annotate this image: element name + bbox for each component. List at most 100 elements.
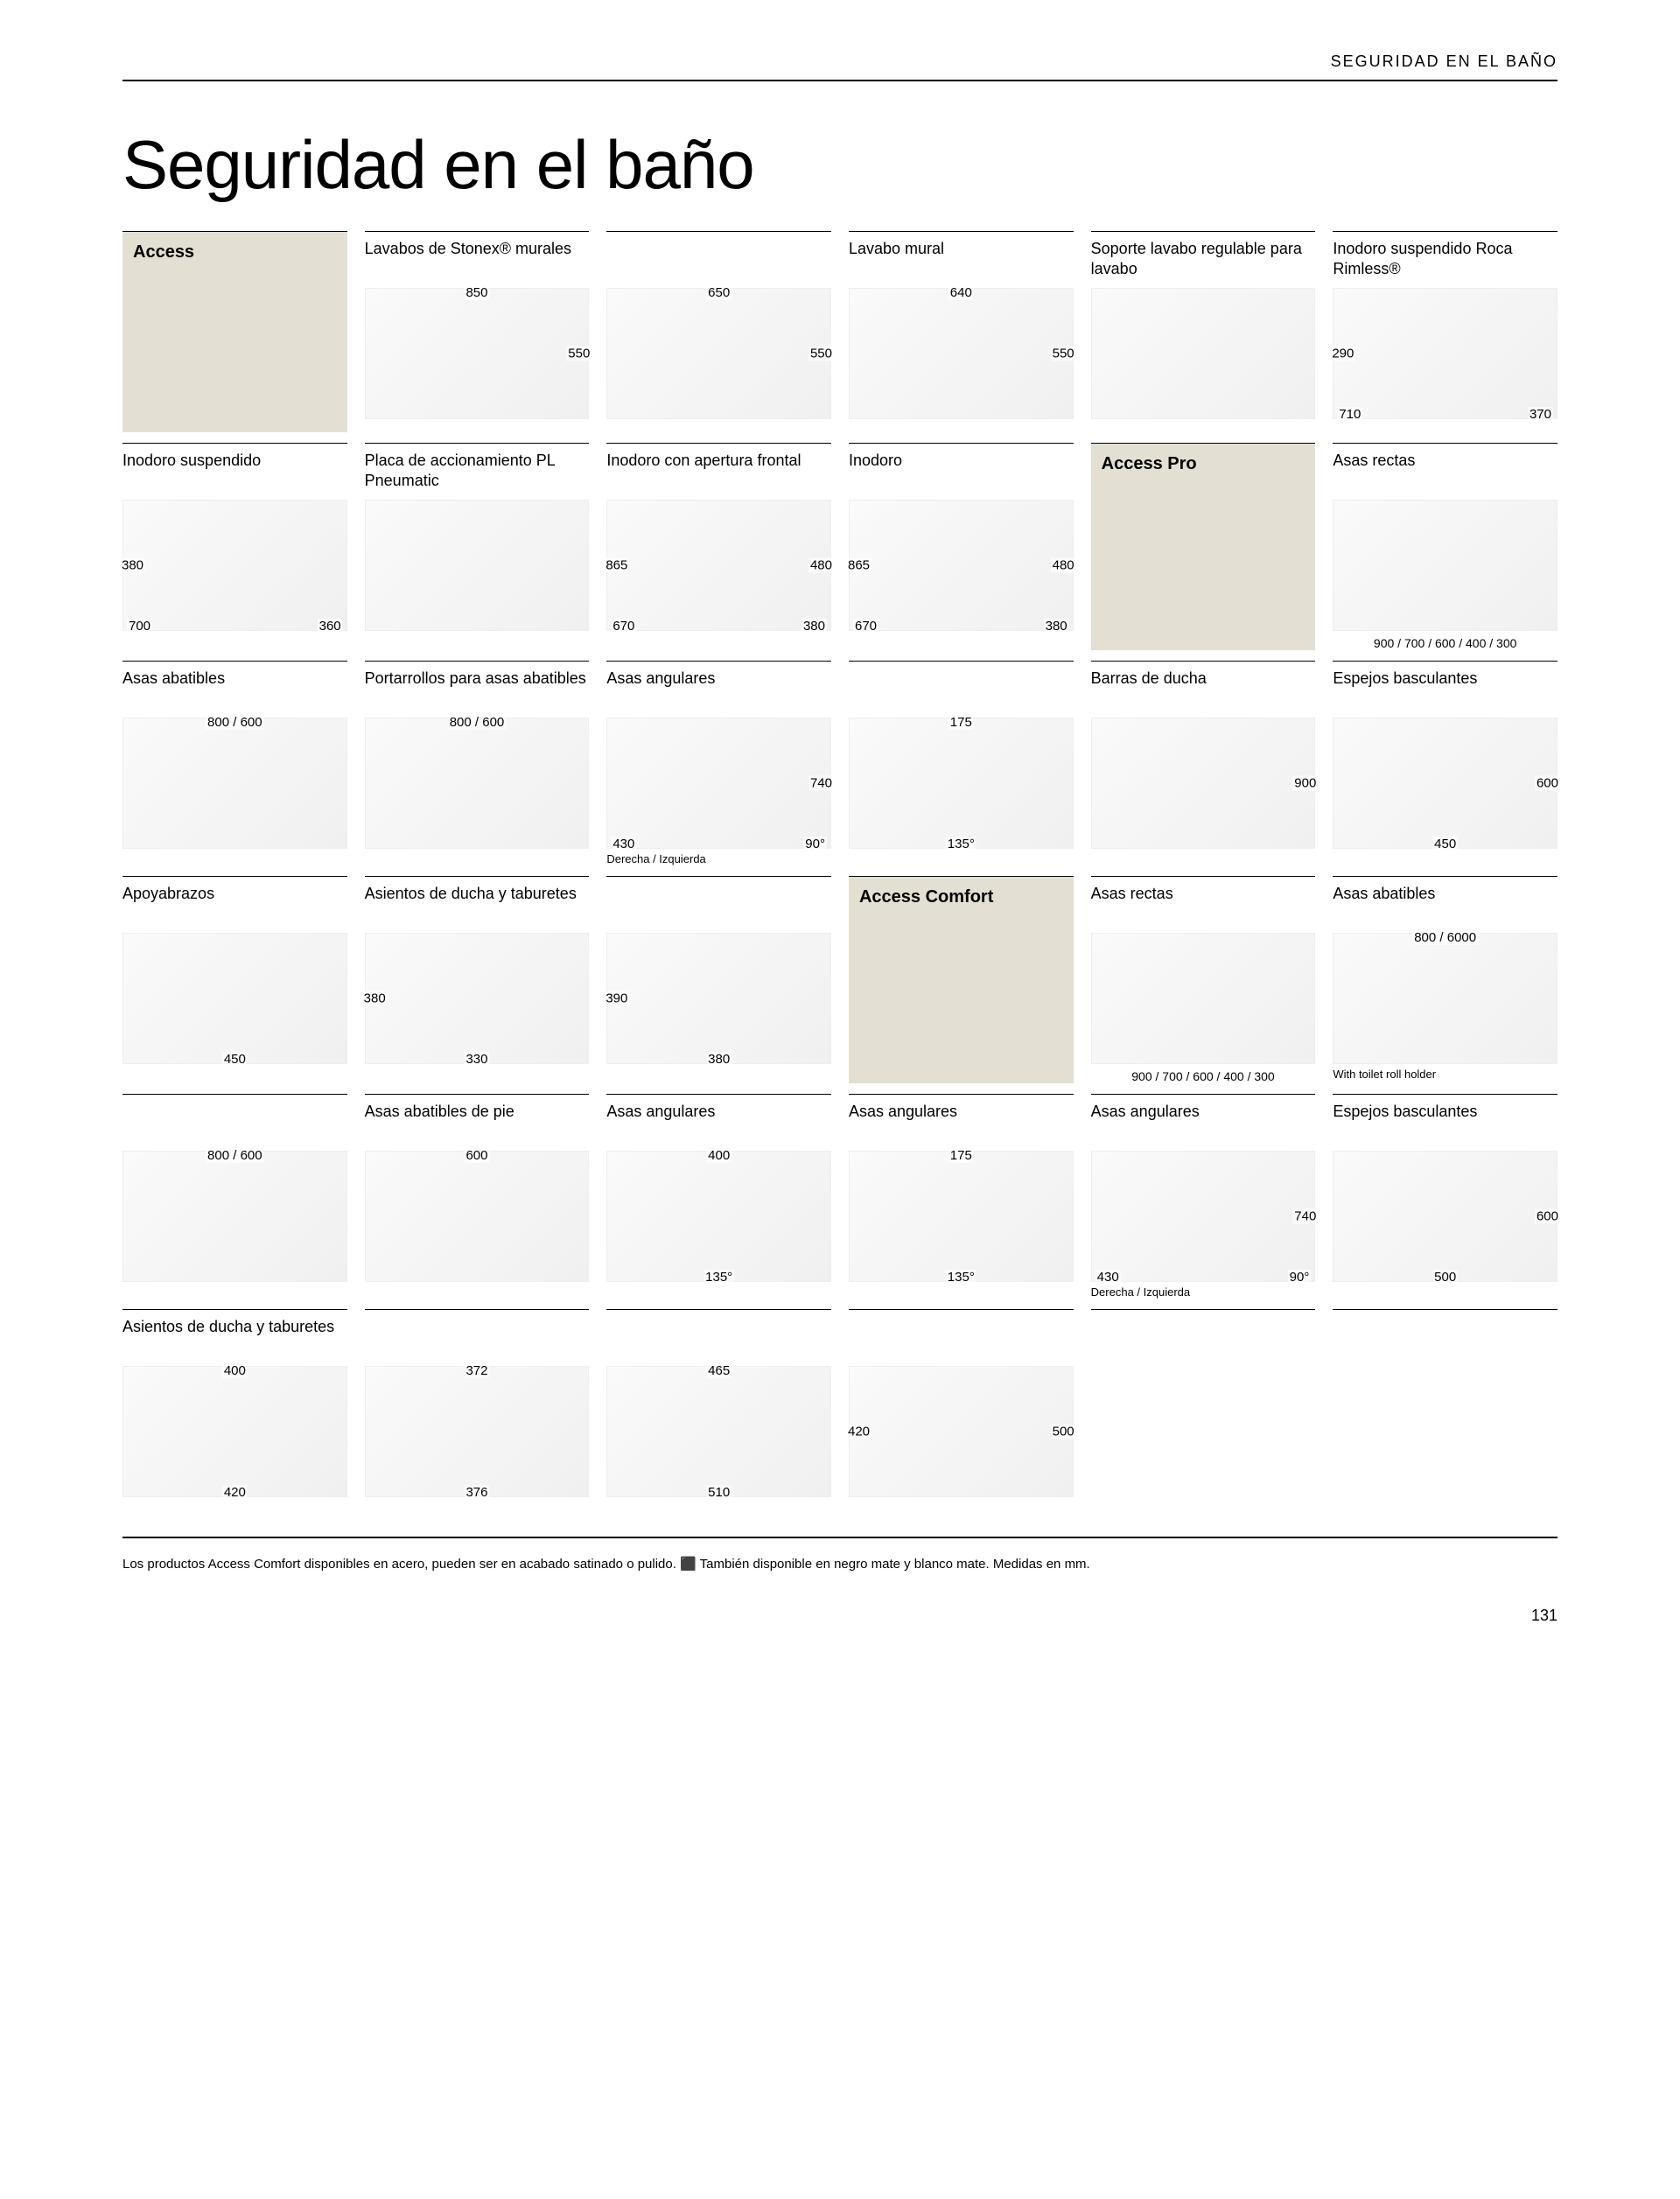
product-cell: 800 / 600 (122, 1094, 347, 1299)
product-cell: Soporte lavabo regulable para lavabo (1091, 231, 1316, 432)
product-image-placeholder: 290 370 710 (1333, 288, 1558, 419)
dimension-label: 370 (1528, 407, 1553, 422)
dimension-label: 800 / 600 (448, 715, 507, 730)
product-image-placeholder: 74090°430 (606, 718, 831, 849)
product-title: Asas angulares (849, 1102, 1074, 1144)
dimension-label: 600 (464, 1148, 489, 1163)
dimension-label: 135° (946, 1270, 976, 1285)
dimension-label: 372 (464, 1363, 489, 1378)
product-image-placeholder: 480865380670 (849, 500, 1074, 631)
dimension-label: 380 (706, 1052, 732, 1067)
product-cell: Portarrollos para asas abatibles800 / 60… (365, 661, 590, 865)
dimension-label: 465 (706, 1363, 732, 1378)
product-title: Asientos de ducha y taburetes (122, 1317, 347, 1359)
dimension-label: 450 (1432, 837, 1458, 851)
product-image-placeholder: 390380 (606, 933, 831, 1064)
dimension-label: 135° (946, 837, 976, 851)
dimension-label: 376 (464, 1485, 489, 1500)
product-cell: Asas angulares 400135° (606, 1094, 831, 1299)
product-image-placeholder: 480865380670 (606, 500, 831, 631)
dimension-label: 710 (1337, 407, 1362, 422)
product-title: Asas rectas (1091, 884, 1316, 926)
product-cell: 390380 (606, 876, 831, 1083)
product-cell: Asas angulares 175 135° (849, 1094, 1074, 1299)
product-image-placeholder (1333, 500, 1558, 631)
category-access_pro: Access Pro (1091, 443, 1316, 650)
dimension-label: 450 (222, 1052, 248, 1067)
dimension-label: 400 (706, 1148, 732, 1163)
dimension-label: 850 (464, 285, 489, 300)
dimension-label: 865 (846, 558, 872, 573)
product-image-placeholder (365, 500, 590, 631)
product-cell: Asas angulares74090°430Derecha / Izquier… (606, 661, 831, 865)
product-title: Apoyabrazos (122, 884, 347, 926)
product-title: Asas angulares (606, 1102, 831, 1144)
product-title: Inodoro suspendido (122, 451, 347, 493)
product-cell: Apoyabrazos 450 (122, 876, 347, 1083)
dimension-label: 510 (706, 1485, 732, 1500)
product-image-placeholder: 800 / 600 (365, 718, 590, 849)
product-image-placeholder: 450 (122, 933, 347, 1064)
dimension-label: 480 (808, 558, 834, 573)
product-cell: 175 135° (849, 661, 1074, 865)
product-image-placeholder: 800 / 6000 (1333, 933, 1558, 1064)
dimension-label: 175 (948, 715, 974, 730)
product-title (122, 1102, 347, 1144)
dimension-label: 290 (1330, 347, 1355, 361)
dimension-label: 670 (611, 619, 636, 634)
product-image-placeholder: 400135° (606, 1151, 831, 1282)
product-subcaption: With toilet roll holder (1333, 1068, 1558, 1081)
category-access: Access (122, 231, 347, 432)
dimension-label: 330 (464, 1052, 489, 1067)
dimension-label: 430 (611, 837, 636, 851)
product-image-placeholder: 600500 (1333, 1151, 1558, 1282)
product-title: Inodoro (849, 451, 1074, 493)
product-title: Espejos basculantes (1333, 669, 1558, 711)
product-image-placeholder: 400420 (122, 1366, 347, 1497)
product-cell: Inodoro con apertura frontal480865380670 (606, 443, 831, 650)
product-caption: 900 / 700 / 600 / 400 / 300 (1333, 636, 1558, 650)
category-label: Access Pro (1102, 454, 1306, 474)
page-number: 131 (122, 1607, 1558, 1625)
dimension-label: 700 (127, 619, 152, 634)
product-title (606, 239, 831, 281)
product-image-placeholder: 650550 (606, 288, 831, 419)
dimension-label: 500 (1432, 1270, 1458, 1285)
product-image-placeholder (1091, 933, 1316, 1064)
dimension-label: 740 (808, 776, 834, 791)
product-title (849, 669, 1074, 711)
product-cell: Placa de accionamiento PL Pneumatic (365, 443, 590, 650)
product-title (365, 1317, 590, 1359)
empty-cell (1333, 1309, 1558, 1510)
dimension-label: 550 (808, 347, 834, 361)
dimension-label: 380 (802, 619, 827, 634)
dimension-label: 400 (222, 1363, 248, 1378)
product-image-placeholder: 800 / 600 (122, 718, 347, 849)
dimension-label: 360 (318, 619, 343, 634)
product-title: Asientos de ducha y taburetes (365, 884, 590, 926)
product-title (606, 1317, 831, 1359)
product-image-placeholder: 640550 (849, 288, 1074, 419)
category-label: Access (133, 242, 337, 263)
product-cell: Asientos de ducha y taburetes 380330 (365, 876, 590, 1083)
dimension-label: 800 / 600 (206, 1148, 264, 1163)
dimension-label: 175 (948, 1148, 974, 1163)
dimension-label: 600 (1535, 776, 1560, 791)
product-cell: Inodoro480865380670 (849, 443, 1074, 650)
product-cell: Asas angulares74090°430Derecha / Izquier… (1091, 1094, 1316, 1299)
category-label: Access Comfort (859, 887, 1063, 907)
product-cell: Asas rectas900 / 700 / 600 / 400 / 300 (1091, 876, 1316, 1083)
dimension-label: 800 / 600 (206, 715, 264, 730)
footer-note: Los productos Access Comfort disponibles… (122, 1537, 1558, 1572)
product-image-placeholder: 175 135° (849, 718, 1074, 849)
dimension-label: 380 (1044, 619, 1069, 634)
dimension-label: 90° (1288, 1270, 1312, 1285)
product-cell: Inodoro suspendido Roca Rimless®29037071… (1333, 231, 1558, 432)
product-title: Asas angulares (606, 669, 831, 711)
product-cell: Lavabos de Stonex® murales850550 (365, 231, 590, 432)
product-cell: 650550 (606, 231, 831, 432)
product-image-placeholder: 800 / 600 (122, 1151, 347, 1282)
product-image-placeholder: 600 (365, 1151, 590, 1282)
page-title: Seguridad en el baño (122, 125, 1558, 205)
product-image-placeholder: 380330 (365, 933, 590, 1064)
